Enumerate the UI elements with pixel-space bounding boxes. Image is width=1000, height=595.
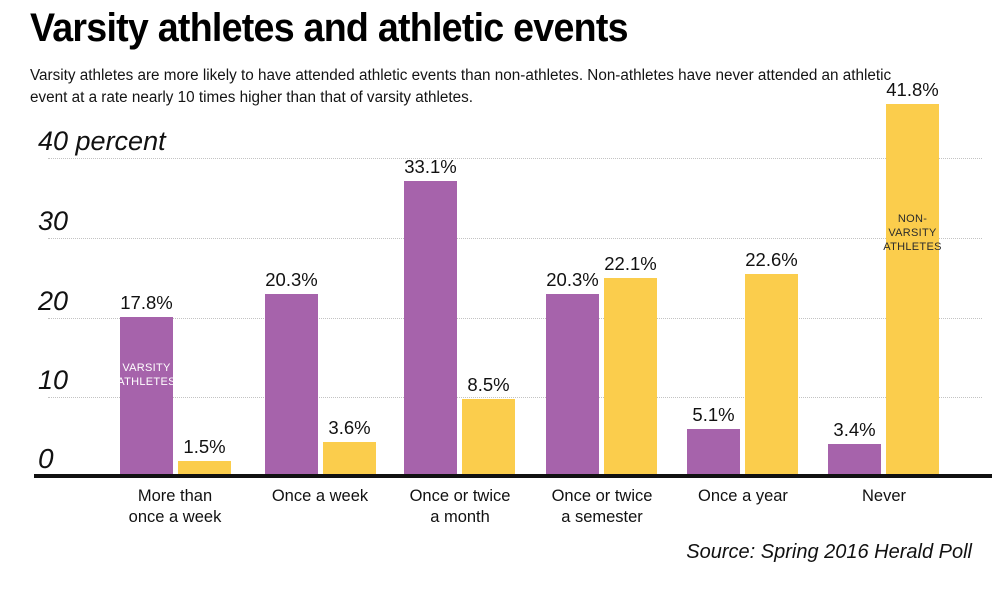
bar-nonvarsity-once-or-twice-a-month[interactable]: 8.5%: [462, 374, 515, 474]
source-note: Source: Spring 2016 Herald Poll: [686, 541, 972, 563]
y-axis-tick-10: 10: [38, 365, 69, 395]
page-title: Varsity athletes and athletic events: [30, 6, 629, 50]
bar-nonvarsity-more-than-once-a-week[interactable]: 1.5%: [178, 436, 231, 474]
bar-value-label: 17.8%: [120, 292, 173, 313]
bar-value-label: 3.6%: [328, 417, 371, 438]
bar-varsity-once-or-twice-a-semester[interactable]: 20.3%: [546, 269, 599, 474]
bar-nonvarsity-once-a-year[interactable]: 22.6%: [745, 249, 798, 474]
x-label-never: Never: [861, 487, 906, 505]
bar-value-label: 22.1%: [604, 253, 657, 274]
x-label-once-or-twice-a-month: Once or twice a month: [409, 487, 511, 526]
bar-group-more-than-once-a-week: 17.8% VARSITY ATHLETES 1.5%: [117, 120, 232, 474]
bar-value-label: 5.1%: [692, 404, 735, 425]
bar-group-once-a-year: 5.1% 22.6%: [687, 120, 799, 474]
x-axis-baseline: [34, 474, 992, 478]
gridline-30: [48, 238, 982, 239]
bar-value-label: 22.6%: [745, 249, 798, 270]
x-label-once-a-year: Once a year: [698, 487, 788, 505]
gridline-10: [48, 397, 982, 398]
gridline-40: [48, 158, 982, 159]
bar-value-label: 20.3%: [265, 269, 318, 290]
bar-value-label: 41.8%: [886, 79, 939, 100]
bar-value-label: 33.1%: [404, 156, 457, 177]
series-label-varsity: VARSITY ATHLETES: [117, 362, 176, 389]
bar-varsity-more-than-once-a-week[interactable]: 17.8% VARSITY ATHLETES: [117, 292, 176, 474]
bar-varsity-once-a-year[interactable]: 5.1%: [687, 404, 740, 474]
chart-header: Varsity athletes and athletic events Var…: [30, 6, 970, 110]
bar-varsity-once-a-week[interactable]: 20.3%: [265, 269, 318, 474]
bar-value-label: 20.3%: [546, 269, 599, 290]
x-label-more-than-once-a-week: More than once a week: [128, 487, 222, 526]
bar-value-label: 8.5%: [467, 374, 510, 395]
bar-group-once-or-twice-a-semester: 20.3% 22.1%: [546, 120, 658, 474]
bar-group-once-a-week: 20.3% 3.6%: [265, 120, 377, 474]
x-label-once-or-twice-a-semester: Once or twice a semester: [551, 487, 653, 526]
y-axis-tick-0: 0: [38, 443, 54, 474]
x-axis-labels: More than once a week Once a week Once or…: [0, 486, 1000, 536]
chart-subtitle: Varsity athletes are more likely to have…: [30, 66, 892, 107]
y-axis-tick-20: 20: [38, 286, 69, 316]
gridline-20: [48, 318, 982, 319]
bar-nonvarsity-never[interactable]: 41.8% NON- VARSITY ATHLETES: [883, 79, 942, 474]
plot-area: 40 percent 30 20 10 0 17.8% VARSITY ATHLE…: [0, 79, 1000, 480]
bar-value-label: 3.4%: [833, 419, 876, 440]
bar-value-label: 1.5%: [183, 436, 226, 457]
y-axis-tick-30: 30: [38, 206, 69, 236]
bar-nonvarsity-once-or-twice-a-semester[interactable]: 22.1%: [604, 253, 657, 474]
series-label-non-varsity: NON- VARSITY ATHLETES: [883, 213, 942, 254]
x-label-once-a-week: Once a week: [271, 487, 369, 505]
bar-varsity-never[interactable]: 3.4%: [828, 419, 881, 474]
bar-nonvarsity-once-a-week[interactable]: 3.6%: [323, 417, 376, 474]
bar-group-never: 3.4% 41.8% NON- VARSITY ATHLETES: [828, 79, 941, 474]
y-axis-tick-40: 40 percent: [38, 126, 166, 156]
bar-varsity-once-or-twice-a-month[interactable]: 33.1%: [404, 156, 457, 474]
bar-group-once-or-twice-a-month: 33.1% 8.5%: [404, 120, 516, 474]
bars-layer: 17.8% VARSITY ATHLETES 1.5% 20.3% 3.6%: [0, 79, 1000, 478]
